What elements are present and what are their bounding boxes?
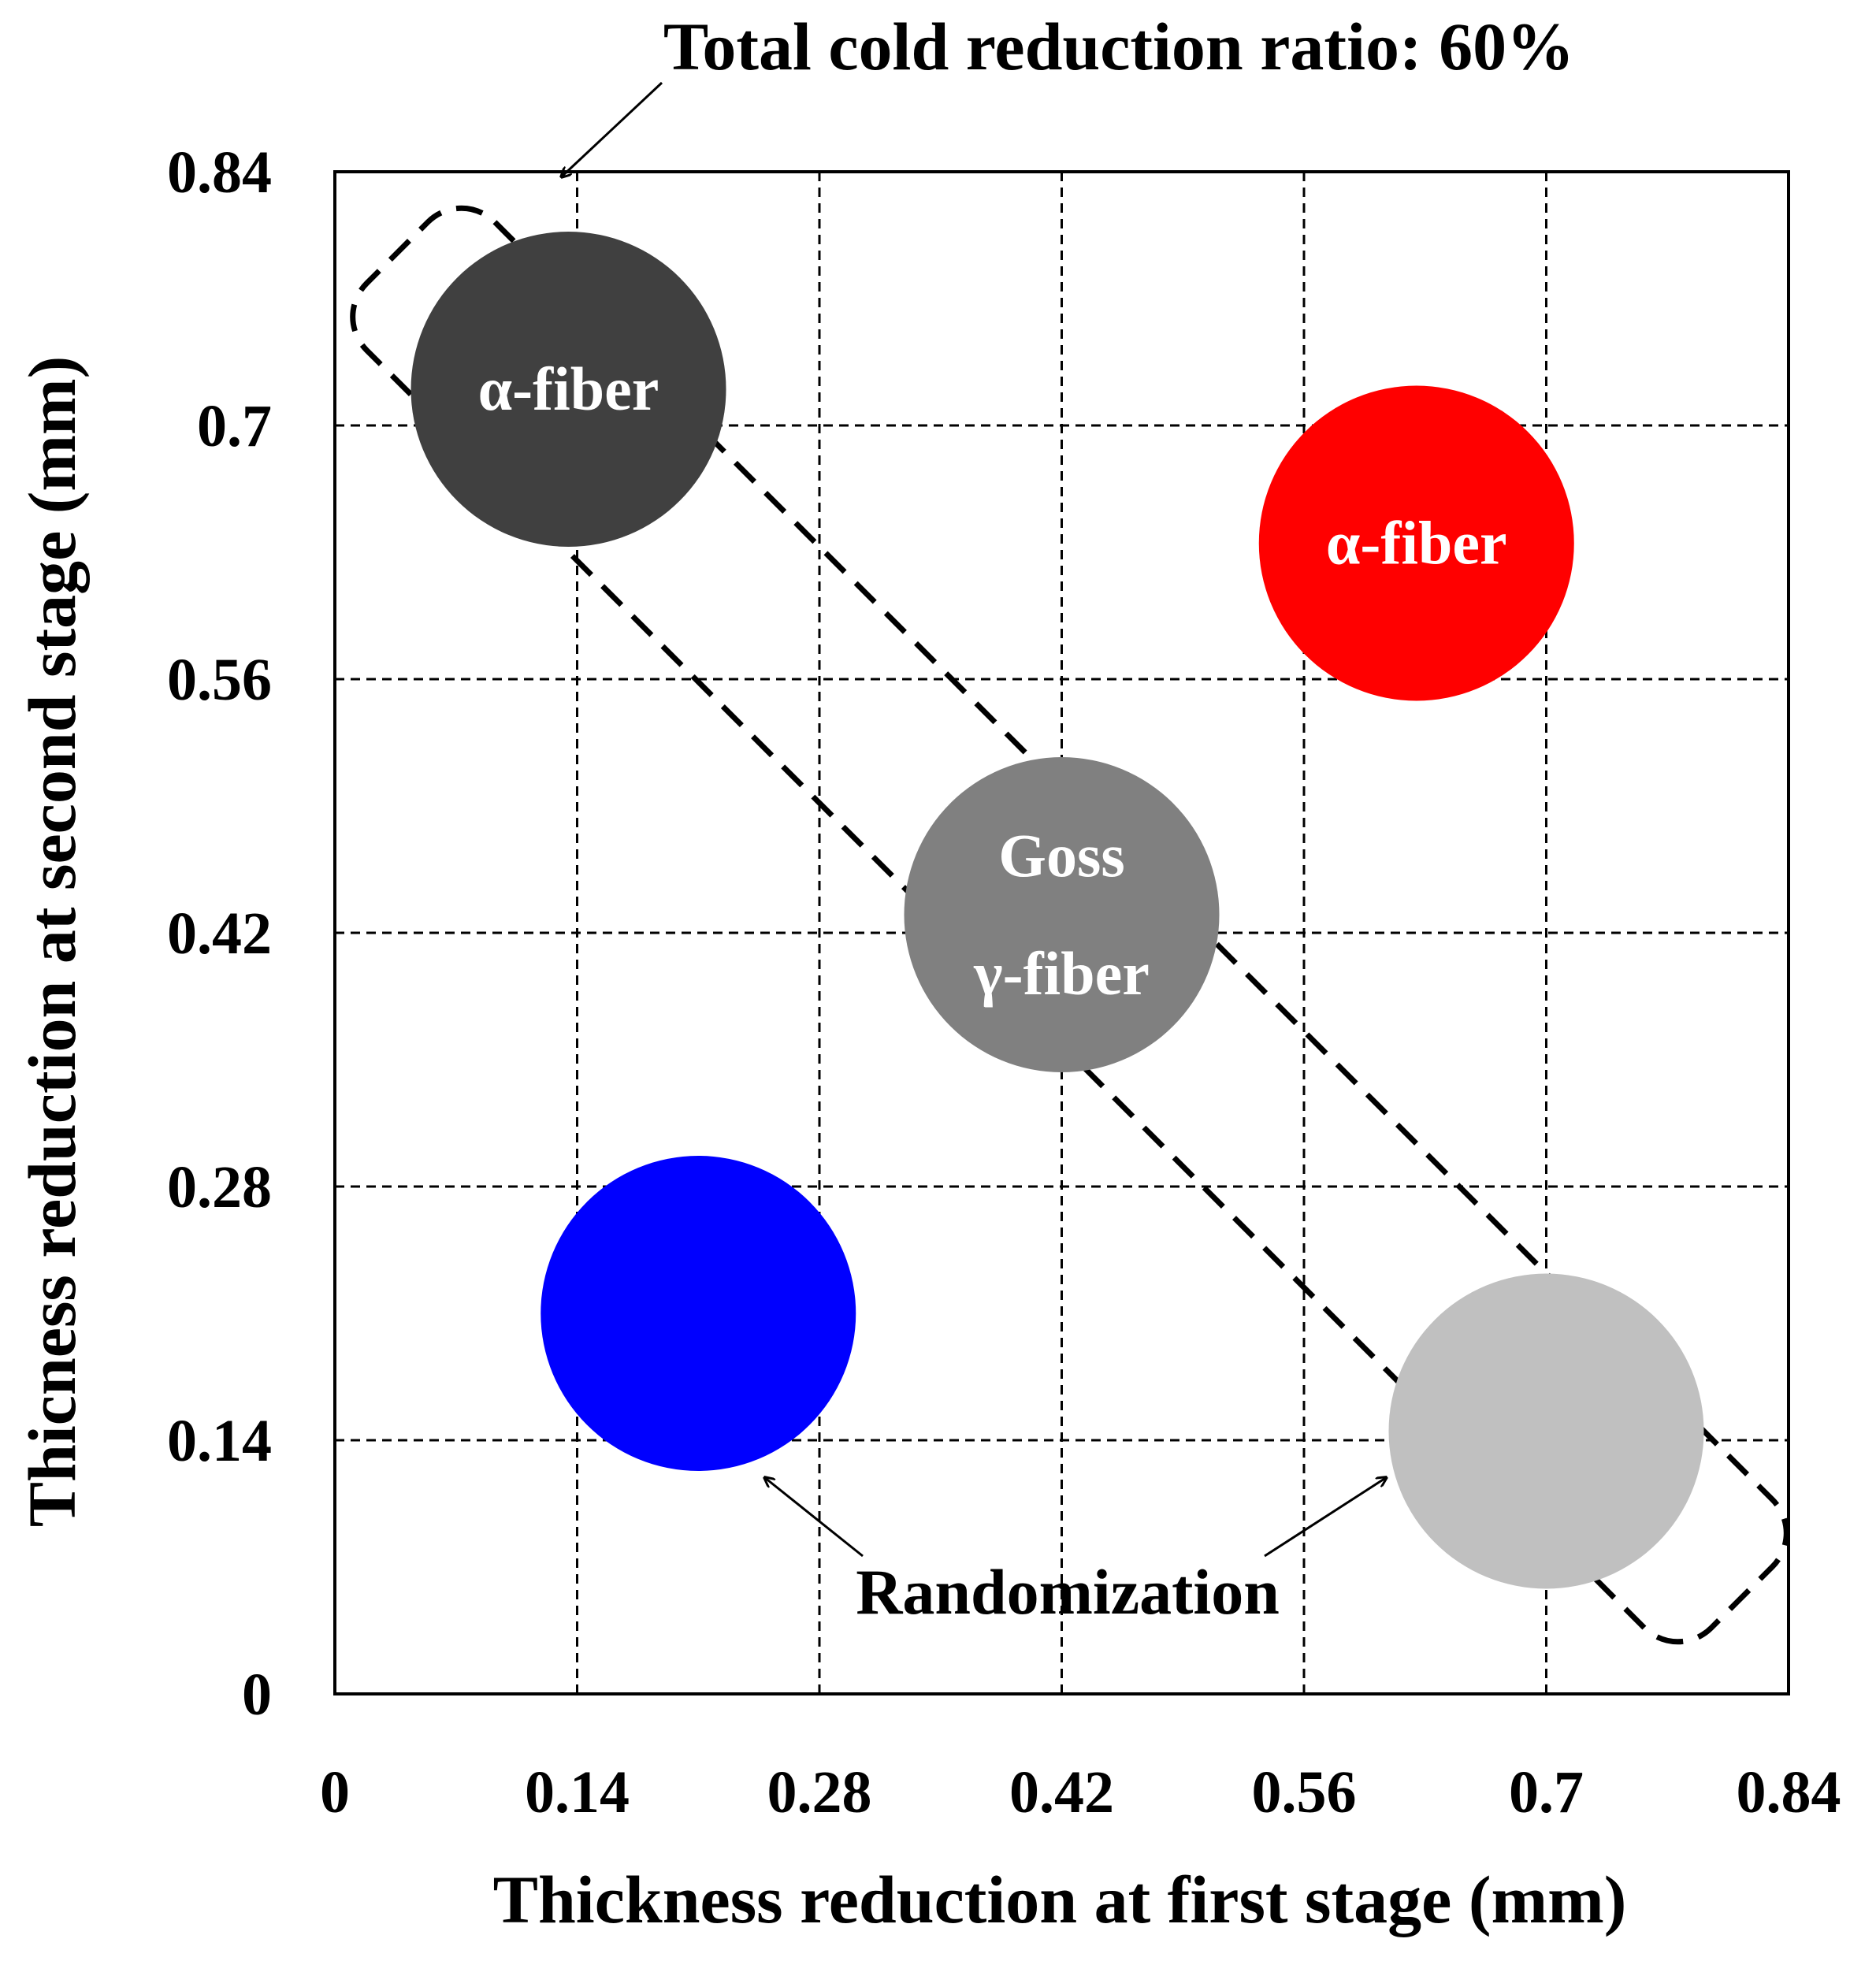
data-point-label: γ-fiber [973,939,1150,1008]
x-tick-label: 0.28 [767,1759,872,1825]
x-tick-label: 0.14 [525,1759,630,1825]
data-point [904,757,1220,1072]
chart-title: Total cold reduction ratio: 60% [663,9,1574,84]
x-axis-label: Thickness reduction at first stage (mm) [493,1862,1627,1937]
data-point-label: Goss [998,821,1124,890]
title-arrow [561,81,663,177]
data-point [1388,1273,1704,1589]
data-point [1258,385,1574,701]
randomization-arrow-right [1264,1477,1387,1558]
axis-tick-labels: 0 0.14 0.28 0.42 0.56 0.7 0.84 0 0.14 0.28 0.42 0.5… [167,139,1841,1825]
data-point-label: α-fiber [478,355,659,423]
x-tick-label: 0.42 [1009,1759,1114,1825]
x-tick-label: 0.84 [1737,1759,1841,1825]
data-point [410,232,726,547]
y-tick-label: 0.42 [167,901,272,967]
data-point [541,1156,856,1471]
y-tick-label: 0 [242,1662,272,1728]
annotations: Randomization [561,81,1387,1628]
grid-lines [335,172,1789,1694]
y-tick-label: 0.28 [167,1154,272,1220]
y-axis-label: Thicness reduction at second stage (mm) [14,356,90,1528]
x-tick-label: 0 [320,1759,350,1825]
y-tick-label: 0.7 [197,393,272,459]
data-point-label: α-fiber [1326,509,1507,578]
randomization-label: Randomization [856,1556,1280,1628]
y-tick-label: 0.56 [167,647,272,713]
y-tick-label: 0.14 [167,1408,272,1474]
y-tick-label: 0.84 [167,139,272,206]
x-tick-label: 0.7 [1509,1759,1584,1825]
plot-area-frame [333,170,1790,1695]
x-tick-label: 0.56 [1252,1759,1357,1825]
data-points: α-fiber α-fiber Goss γ-fiber [410,232,1704,1589]
randomization-arrow-left [764,1477,864,1558]
